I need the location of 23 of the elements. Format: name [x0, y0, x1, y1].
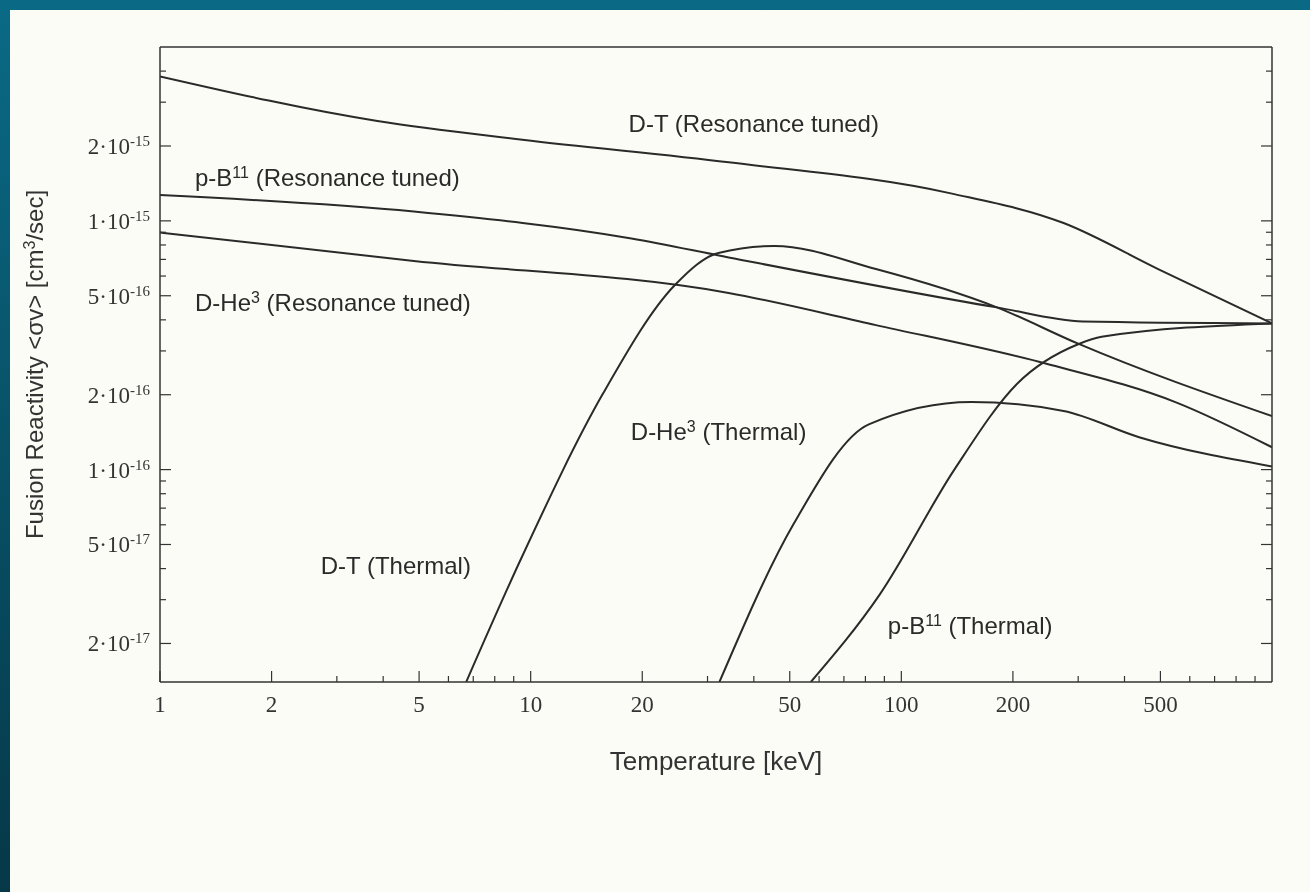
- series-label: D-T (Resonance tuned): [628, 110, 879, 138]
- x-tick-label: 500: [1143, 692, 1178, 717]
- x-axis-title: Temperature [keV]: [609, 746, 823, 776]
- series-label: D-He$^{3}$ (Resonance tuned): [195, 288, 471, 317]
- series-label: p-B$^{11}$ (Resonance tuned): [195, 163, 460, 192]
- x-tick-label: 20: [630, 692, 654, 717]
- series-label: p-B$^{11}$ (Thermal): [887, 611, 1053, 640]
- x-tick-label: 2: [265, 692, 278, 717]
- x-tick-label: 100: [884, 692, 919, 717]
- x-tick-label: 50: [778, 692, 802, 717]
- y-tick-label: 5·10$^{-16}$: [87, 282, 151, 309]
- x-tick-label: 200: [995, 692, 1031, 717]
- y-tick-label: 2·10$^{-17}$: [87, 630, 151, 657]
- x-tick-label: 5: [413, 692, 425, 717]
- x-tick-label: 1: [154, 692, 166, 717]
- y-tick-label: 2·10$^{-16}$: [87, 381, 151, 408]
- y-tick-label: 1·10$^{-16}$: [87, 456, 151, 483]
- series-label: D-He$^{3}$ (Thermal): [630, 417, 807, 446]
- y-tick-label: 5·10$^{-17}$: [87, 531, 151, 558]
- y-tick-label: 2·10$^{-15}$: [87, 132, 150, 159]
- y-tick-label: 1·10$^{-15}$: [87, 207, 150, 234]
- series-label: D-T (Thermal): [320, 551, 471, 579]
- x-tick-label: 10: [519, 692, 543, 717]
